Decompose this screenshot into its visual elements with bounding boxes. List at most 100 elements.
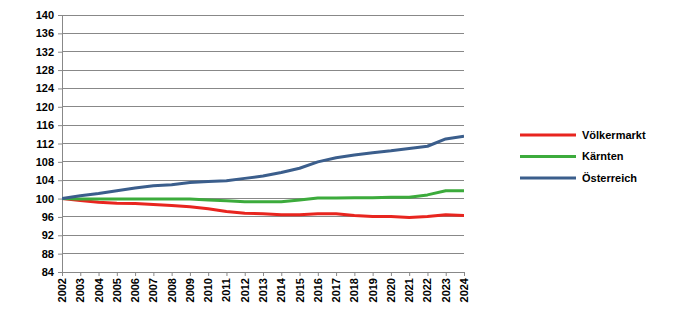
x-tick: 2004 — [93, 272, 105, 302]
x-tick-mark — [373, 272, 374, 276]
legend: Völkermarkt Kärnten Österreich — [520, 129, 646, 184]
x-tick-mark — [208, 272, 209, 276]
y-tick: 116 — [36, 119, 62, 131]
y-tick: 88 — [42, 248, 62, 260]
x-tick-label: 2012 — [239, 278, 251, 302]
grid-line — [62, 106, 464, 107]
x-tick-mark — [263, 272, 264, 276]
x-tick: 2005 — [111, 272, 123, 302]
x-tick: 2020 — [385, 272, 397, 302]
y-tick-mark — [58, 217, 62, 218]
y-tick-label: 92 — [42, 229, 54, 241]
y-tick-mark — [58, 199, 62, 200]
x-tick-mark — [135, 272, 136, 276]
grid-line — [62, 253, 464, 254]
y-axis-line — [58, 16, 63, 273]
legend-swatch — [520, 134, 576, 137]
y-tick-label: 88 — [42, 248, 54, 260]
x-tick-label: 2019 — [367, 278, 379, 302]
x-tick-label: 2011 — [220, 278, 232, 302]
x-tick-mark — [99, 272, 100, 276]
plot: 8488929610010410811211612012412813213614… — [36, 9, 470, 302]
x-tick-label: 2014 — [275, 277, 287, 302]
y-tick: 92 — [42, 229, 62, 241]
x-tick: 2018 — [348, 272, 360, 302]
y-tick: 124 — [36, 82, 62, 94]
y-tick: 120 — [36, 101, 62, 113]
x-tick-mark — [117, 272, 118, 276]
y-tick-label: 112 — [36, 138, 54, 150]
grid-line — [62, 15, 464, 16]
x-tick: 2023 — [440, 272, 452, 302]
grid-line — [62, 180, 464, 181]
y-tick-label: 116 — [36, 119, 54, 131]
x-tick: 2021 — [403, 272, 415, 302]
y-tick: 112 — [36, 138, 62, 150]
y-tick-mark — [58, 180, 62, 181]
x-tick: 2011 — [220, 272, 232, 302]
x-tick-label: 2023 — [440, 278, 452, 302]
x-tick-mark — [427, 272, 428, 276]
x-tick: 2017 — [330, 272, 342, 302]
x-tick-mark — [300, 272, 301, 276]
y-tick-mark — [58, 272, 62, 273]
y-tick-label: 132 — [36, 46, 54, 58]
x-tick-label: 2008 — [166, 278, 178, 302]
y-tick: 104 — [36, 174, 62, 186]
y-tick-mark — [58, 70, 62, 71]
x-tick-mark — [80, 272, 81, 276]
x-tick: 2009 — [184, 272, 196, 302]
y-tick-mark — [58, 107, 62, 108]
x-tick-label: 2018 — [348, 278, 360, 302]
x-tick: 2024 — [458, 272, 470, 302]
y-tick-label: 140 — [36, 9, 54, 21]
legend-item: Kärnten — [520, 150, 624, 162]
grid — [62, 15, 464, 272]
x-tick-mark — [281, 272, 282, 276]
grid-line — [62, 88, 464, 89]
x-tick-label: 2015 — [294, 278, 306, 302]
x-tick: 2015 — [294, 272, 306, 302]
x-tick: 2008 — [166, 272, 178, 302]
grid-line — [62, 235, 464, 236]
legend-swatch — [520, 155, 576, 158]
x-tick-label: 2010 — [202, 278, 214, 302]
x-tick-mark — [172, 272, 173, 276]
y-tick-mark — [58, 88, 62, 89]
legend-label: Völkermarkt — [582, 129, 646, 141]
x-tick-mark — [336, 272, 337, 276]
x-tick-mark — [62, 272, 63, 276]
series-line — [62, 191, 464, 202]
y-tick-label: 84 — [42, 266, 55, 278]
x-tick: 2003 — [74, 272, 86, 302]
legend-item: Österreich — [520, 172, 637, 184]
x-tick-mark — [318, 272, 319, 276]
y-tick-label: 108 — [36, 156, 54, 168]
chart: 8488929610010410811211612012412813213614… — [0, 0, 686, 317]
y-tick-label: 136 — [36, 27, 54, 39]
y-tick-mark — [58, 162, 62, 163]
grid-line — [62, 51, 464, 52]
grid-line — [62, 125, 464, 126]
x-tick: 2007 — [147, 272, 159, 302]
series-lines — [62, 136, 464, 217]
x-axis-line — [63, 273, 465, 277]
x-tick-label: 2003 — [74, 278, 86, 302]
y-tick: 108 — [36, 156, 62, 168]
series-line — [62, 136, 464, 198]
y-tick: 136 — [36, 27, 62, 39]
y-tick-mark — [58, 15, 62, 16]
x-tick-label: 2004 — [93, 277, 105, 302]
grid-line — [62, 143, 464, 144]
x-tick-label: 2009 — [184, 278, 196, 302]
x-tick-mark — [391, 272, 392, 276]
x-tick: 2016 — [312, 272, 324, 302]
x-tick-label: 2021 — [403, 278, 415, 302]
x-tick: 2022 — [421, 272, 433, 302]
y-tick-label: 104 — [36, 174, 55, 186]
x-tick-label: 2007 — [147, 278, 159, 302]
x-tick: 2019 — [367, 272, 379, 302]
y-tick-mark — [58, 125, 62, 126]
y-tick: 84 — [42, 266, 62, 278]
x-axis: 2002200320042005200620072008200920102011… — [56, 272, 470, 302]
